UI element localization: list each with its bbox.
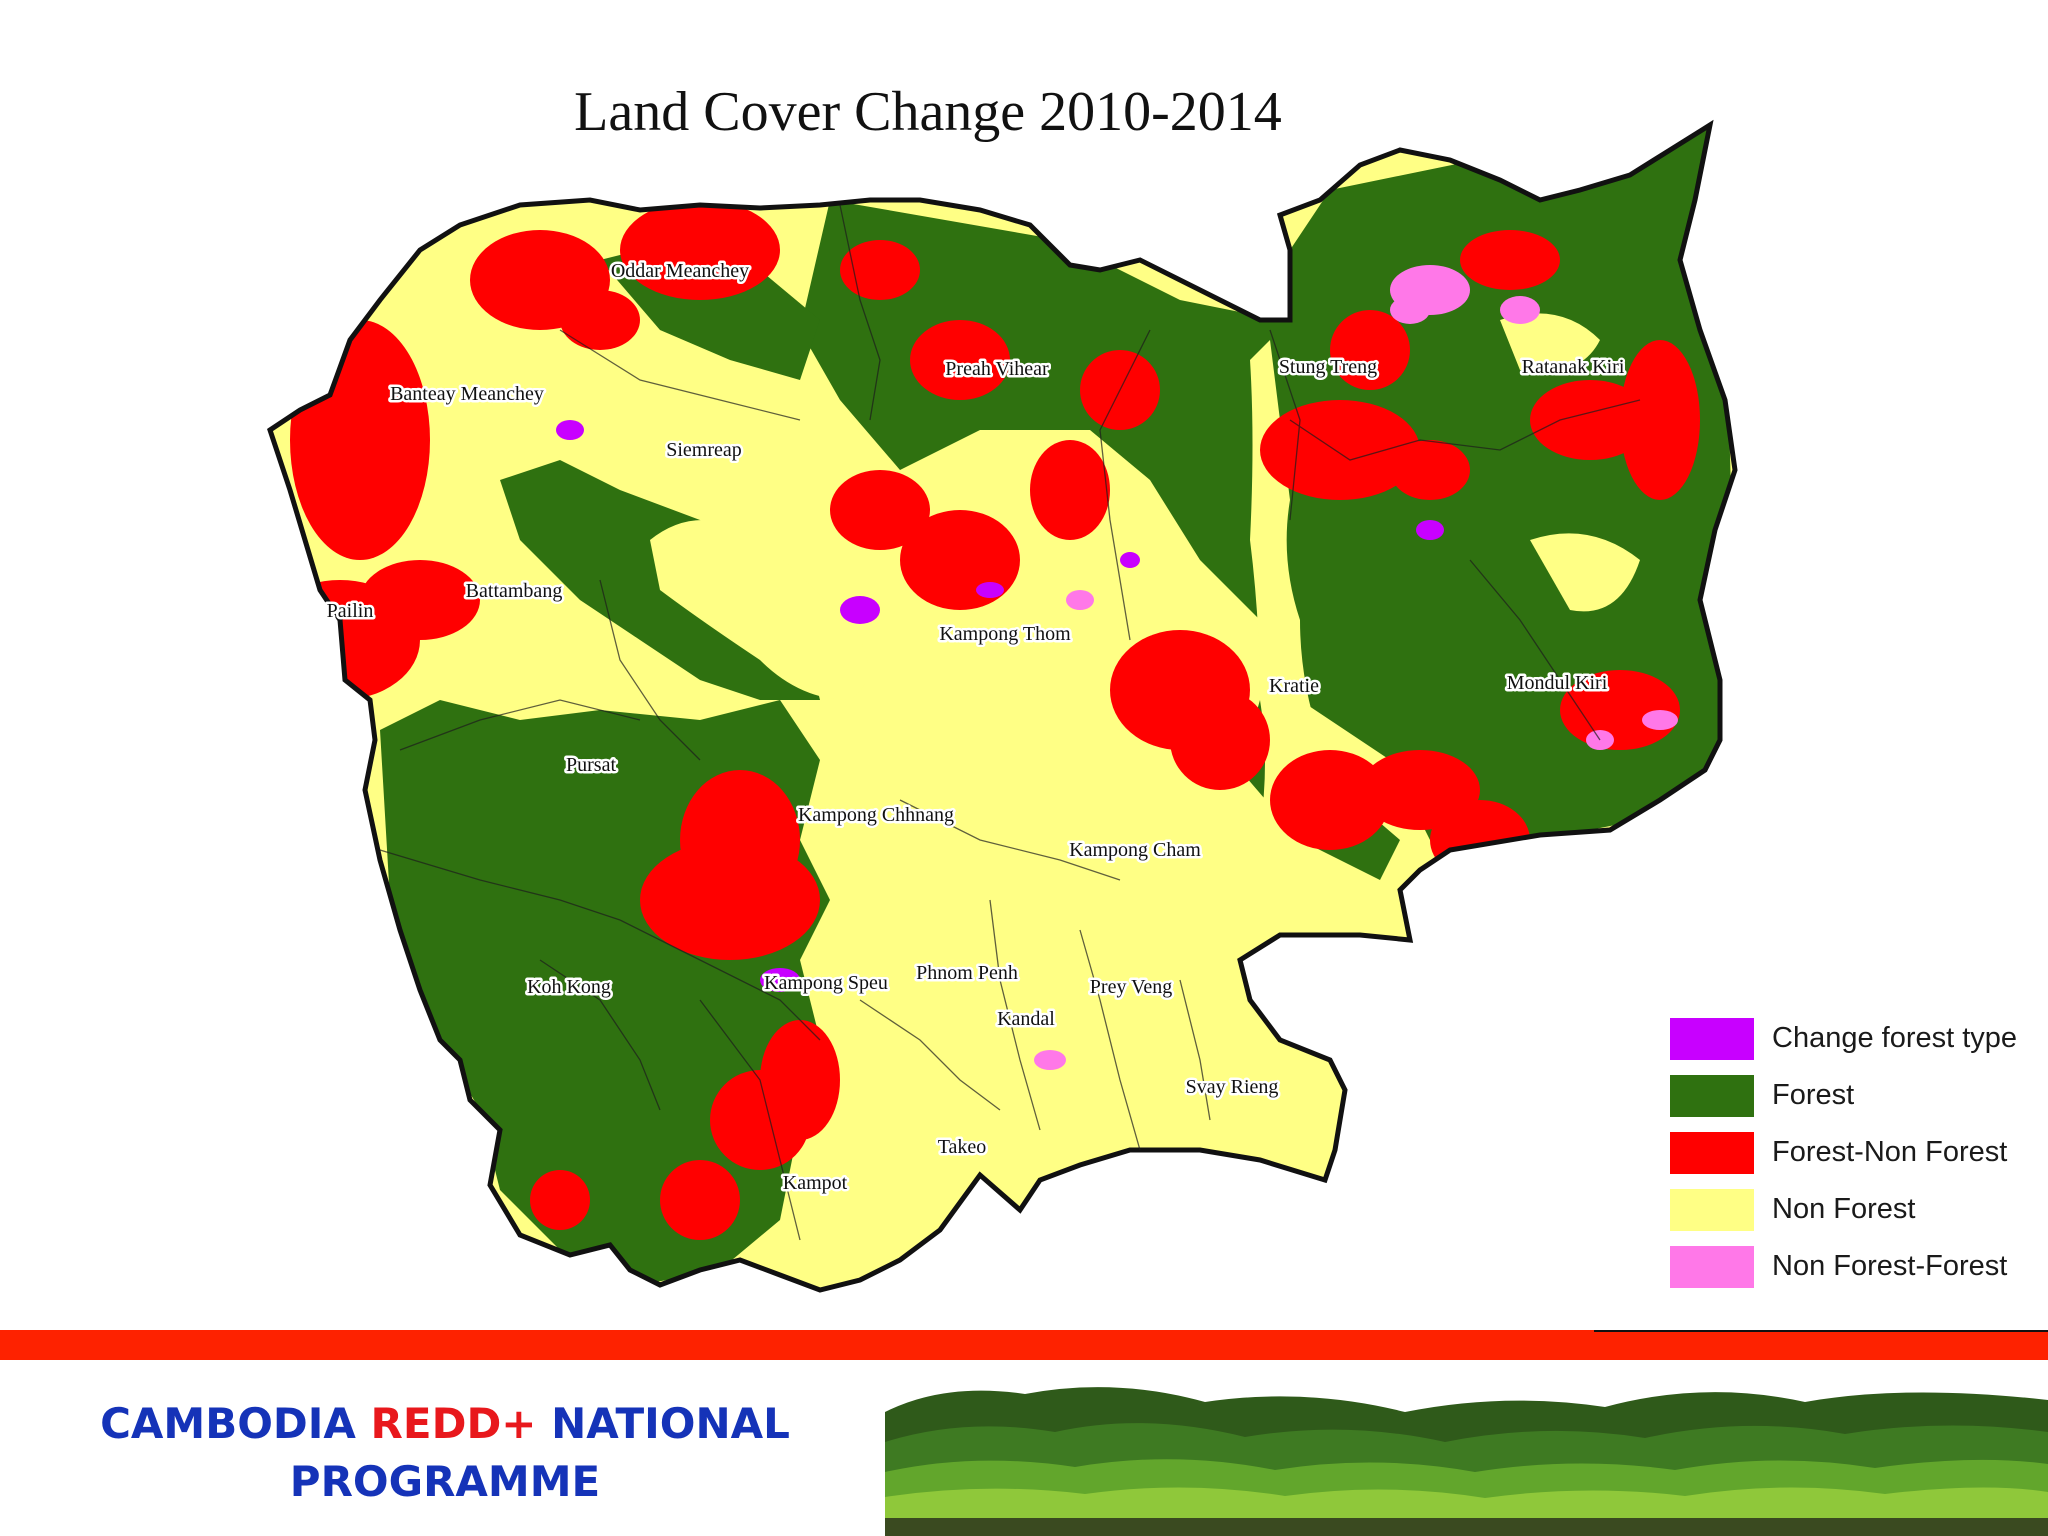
forest-gain-patch: [1066, 590, 1094, 610]
legend-label: Change forest type: [1772, 1022, 2018, 1054]
legend-item: Forest: [1670, 1067, 2017, 1124]
forest-loss-patch: [290, 320, 430, 560]
forest-loss-patch: [1030, 440, 1110, 540]
forest-loss-patch: [1330, 310, 1410, 390]
programme-name-national: NATIONAL: [536, 1399, 790, 1448]
forest-gain-patch: [1390, 296, 1430, 324]
province-label-pursat: Pursat: [566, 754, 616, 776]
forest-loss-patch: [360, 560, 480, 640]
footer-divider-bar: [0, 1330, 2048, 1360]
legend-swatch: [1670, 1188, 1754, 1231]
province-label-kampong-speu: Kampong Speu: [764, 972, 888, 994]
programme-name-line1: CAMBODIA REDD+ NATIONAL: [100, 1395, 790, 1453]
legend-label: Non Forest-Forest: [1772, 1250, 2008, 1282]
forest-loss-patch: [710, 1070, 810, 1170]
land-cover-layers: [270, 125, 1735, 1290]
legend-swatch: [1670, 1074, 1754, 1117]
forest-loss-patch: [1170, 690, 1270, 790]
forest-loss-patch: [1390, 440, 1470, 500]
divider-line: [1594, 1330, 2048, 1332]
ratanakiri-clearing: [1500, 313, 1600, 372]
province-label-takeo: Takeo: [938, 1136, 987, 1158]
province-label-prey-veng: Prey Veng: [1090, 976, 1172, 998]
province-label-stung-treng: Stung Treng: [1279, 356, 1377, 378]
change-forest-type-patch: [976, 582, 1004, 598]
legend-label: Non Forest: [1772, 1193, 1916, 1225]
province-label-kampong-thom: Kampong Thom: [939, 623, 1071, 645]
province-label-phnom-penh: Phnom Penh: [916, 962, 1018, 984]
province-label-pailin: Pailin: [327, 600, 374, 622]
province-label-mondul-kiri: Mondul Kiri: [1507, 672, 1608, 694]
forest-loss-patch: [840, 240, 920, 300]
province-boundaries: [379, 204, 1641, 1241]
province-label-battambang: Battambang: [466, 580, 563, 602]
forest-gain-patch: [1500, 296, 1540, 324]
province-label-siemreap: Siemreap: [666, 439, 742, 461]
forest-loss-patch: [1270, 750, 1390, 850]
forest-loss-patch: [1620, 340, 1700, 500]
legend-swatch: [1670, 1245, 1754, 1288]
province-label-ratanak-kiri: Ratanak Kiri: [1522, 356, 1625, 378]
programme-name-country: CAMBODIA: [100, 1399, 371, 1448]
change-forest-type-patch: [1416, 520, 1444, 540]
province-label-preah-vihear: Preah Vihear: [945, 358, 1049, 380]
province-label-kampong-chhnang: Kampong Chhnang: [798, 804, 954, 826]
change-forest-type-patch: [1120, 552, 1140, 568]
forest-loss-patch: [530, 1170, 590, 1230]
province-label-svay-rieng: Svay Rieng: [1186, 1076, 1279, 1098]
forest-loss-patch: [620, 200, 780, 300]
legend-label: Forest-Non Forest: [1772, 1136, 2008, 1168]
legend-item: Forest-Non Forest: [1670, 1124, 2017, 1181]
change-forest-type-patch: [840, 596, 880, 624]
forest-loss-patch: [910, 320, 1010, 400]
programme-name: CAMBODIA REDD+ NATIONAL PROGRAMME: [100, 1395, 790, 1511]
forest-loss-patch: [1460, 230, 1560, 290]
map-legend: Change forest type Forest Forest-Non For…: [1670, 1010, 2017, 1295]
legend-swatch: [1670, 1131, 1754, 1174]
legend-swatch: [1670, 1017, 1754, 1060]
forest-loss-patch: [830, 470, 930, 550]
legend-item: Non Forest-Forest: [1670, 1238, 2017, 1295]
forest-gain-patch: [1642, 710, 1678, 730]
programme-name-redd: REDD+: [370, 1399, 537, 1448]
map-title: Land Cover Change 2010-2014: [574, 81, 1282, 143]
forest-loss-patch: [640, 840, 820, 960]
forest-landscape-image: [885, 1372, 2048, 1536]
change-forest-type-patch: [760, 968, 800, 992]
province-label-kratie: Kratie: [1269, 675, 1319, 697]
tonle-sap-lake: [650, 520, 868, 700]
province-label-kampong-cham: Kampong Cham: [1069, 839, 1201, 861]
forest-loss-patch: [560, 290, 640, 350]
province-label-oddar-meanchey: Oddar Meanchey: [611, 260, 749, 282]
forest-loss-patch: [900, 510, 1020, 610]
mondulkiri-clearing: [1530, 533, 1640, 612]
forest-landscape-illustration: [885, 1372, 2048, 1536]
programme-name-line2: PROGRAMME: [289, 1457, 601, 1506]
legend-label: Forest: [1772, 1079, 1855, 1111]
forest-gain-patch: [1034, 1050, 1066, 1070]
province-labels: Oddar Meanchey Banteay Meanchey Siemreap Pr…: [324, 258, 1627, 1197]
legend-item: Change forest type: [1670, 1010, 2017, 1067]
forest-loss-patch: [1530, 380, 1650, 460]
legend-item: Non Forest: [1670, 1181, 2017, 1238]
land-cover-map: Oddar Meanchey Banteay Meanchey Siemreap Pr…: [0, 0, 2048, 1330]
province-label-kandal: Kandal: [997, 1008, 1055, 1030]
change-forest-type-patch: [556, 420, 584, 440]
province-label-koh-kong: Koh Kong: [527, 976, 611, 998]
forest-loss-patch: [660, 1160, 740, 1240]
province-label-banteay-meanchey: Banteay Meanchey: [390, 383, 544, 405]
forest-loss-patch: [1560, 670, 1680, 750]
province-label-kampot: Kampot: [783, 1172, 848, 1194]
